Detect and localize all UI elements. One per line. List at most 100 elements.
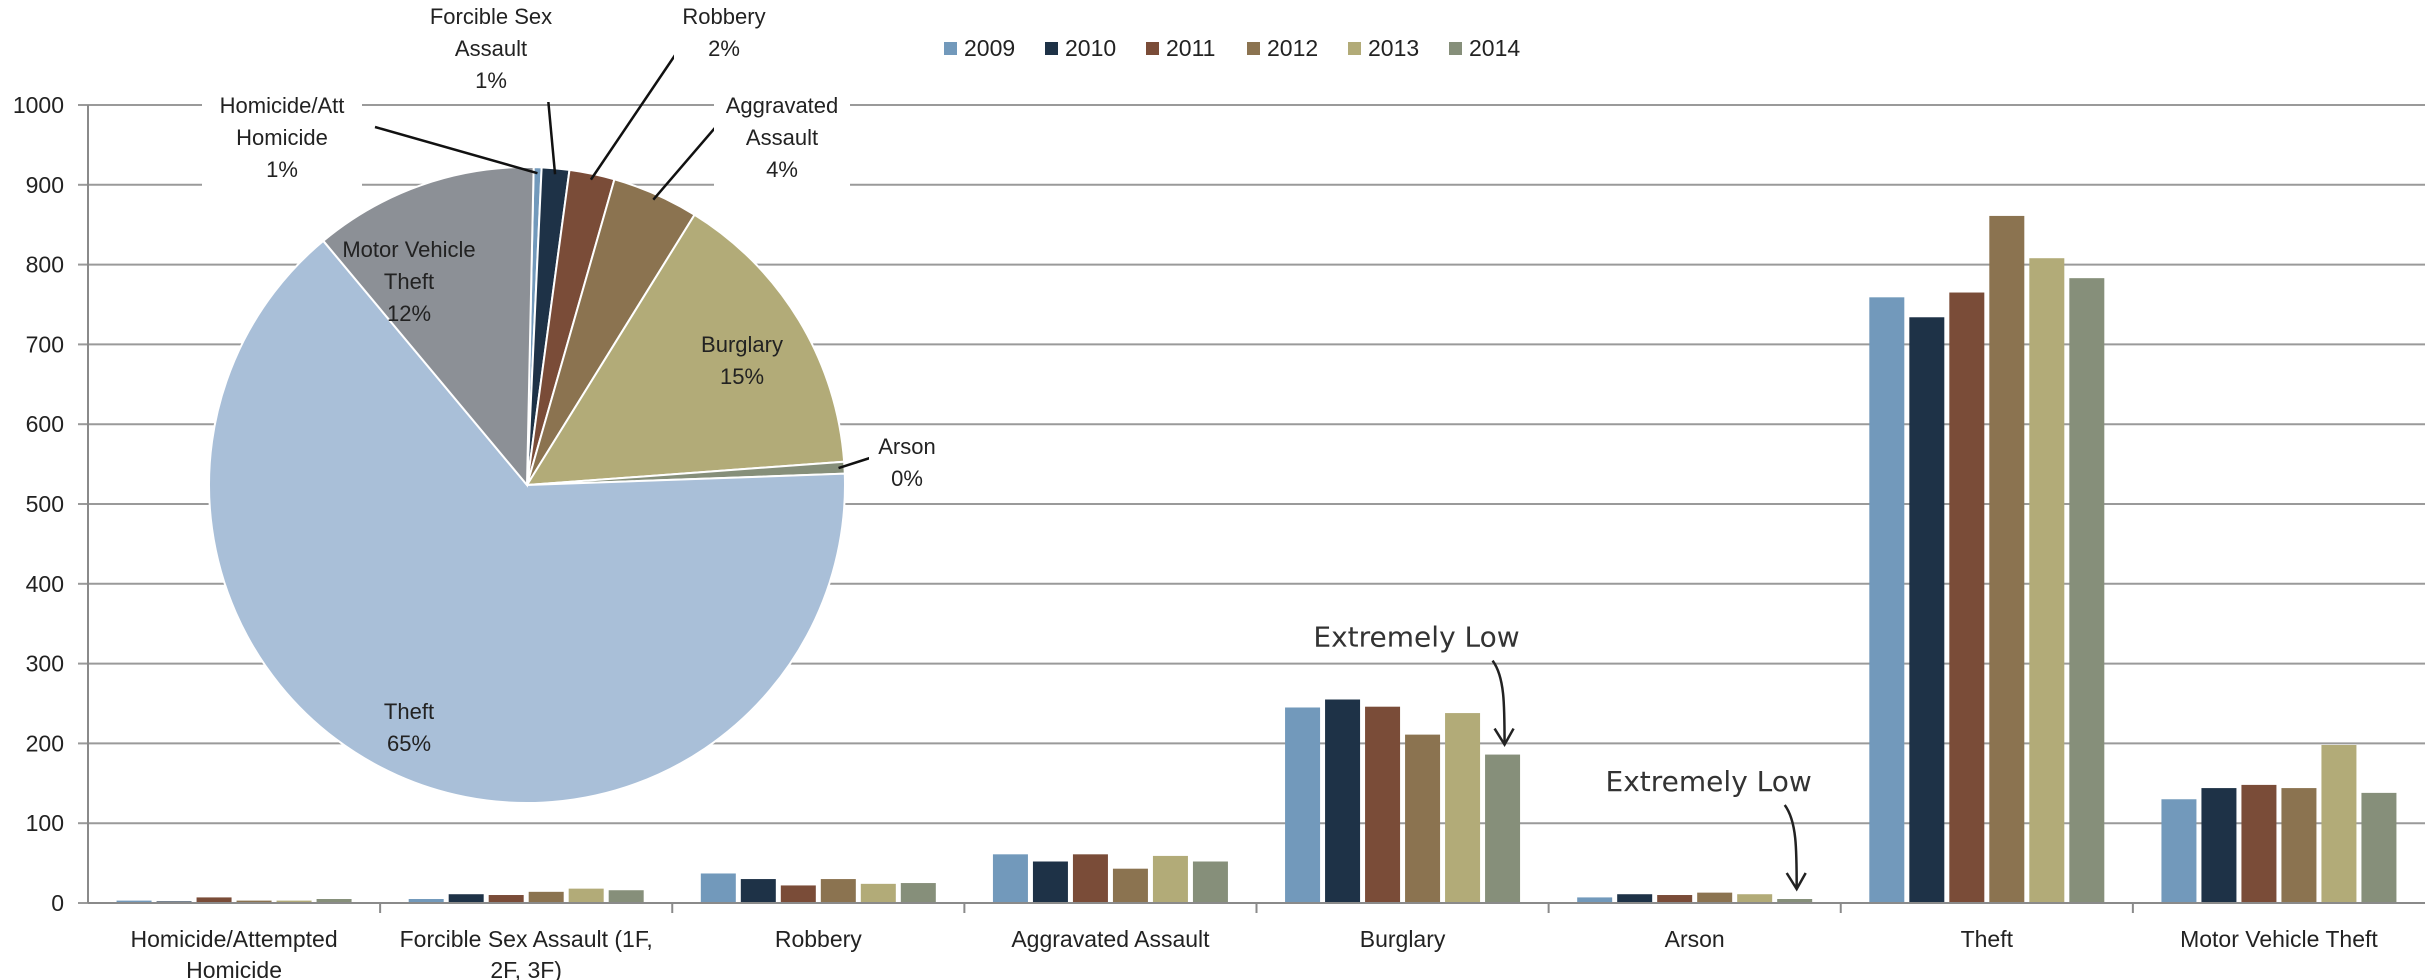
pie-label-background xyxy=(411,0,571,102)
bar-burglary-2010 xyxy=(1325,699,1361,903)
y-tick-label: 0 xyxy=(51,890,64,916)
pie-label-line: 15% xyxy=(720,364,764,389)
annotation-arrow xyxy=(1783,804,1798,890)
bar-motor-vehicle-theft-2013 xyxy=(2321,744,2357,903)
bar-homicide-attempted-homicide-2013 xyxy=(276,900,312,903)
bar-robbery-2012 xyxy=(820,879,856,903)
bar-burglary-2012 xyxy=(1405,734,1441,903)
pie-label-background xyxy=(869,428,945,500)
annotation-arrow xyxy=(1491,659,1506,745)
pie-label-arson: Arson 0% xyxy=(878,434,935,491)
bar-motor-vehicle-theft-2010 xyxy=(2201,788,2237,903)
bar-robbery-2010 xyxy=(740,879,776,903)
pie-label-line: Assault xyxy=(746,125,818,150)
pie-label-line: 1% xyxy=(475,68,507,93)
pie-leader-line xyxy=(546,97,557,175)
bar-theft-2011 xyxy=(1949,292,1985,903)
annotation-extremely-low: Extremely Low xyxy=(1313,621,1519,654)
bar-aggravated-assault-2014 xyxy=(1192,861,1228,903)
axes xyxy=(87,105,2425,913)
pie-label-line: Aggravated xyxy=(726,93,839,118)
pie-label-line: Homicide xyxy=(236,125,328,150)
pie-label-burglary: Burglary 15% xyxy=(701,332,783,389)
bar-theft-2009 xyxy=(1869,297,1905,903)
pie-label-line: Theft xyxy=(384,699,434,724)
bar-forcible-sex-assault-1f-2f-3f-2009 xyxy=(408,899,444,903)
annotation-arrowhead xyxy=(1785,872,1807,892)
bar-arson-2010 xyxy=(1617,894,1653,903)
y-tick-label: 200 xyxy=(26,730,64,756)
bar-burglary-2014 xyxy=(1485,754,1521,903)
bar-homicide-attempted-homicide-2014 xyxy=(316,899,352,903)
x-category-label-line: Aggravated Assault xyxy=(1011,926,1210,952)
legend-label: 2009 xyxy=(964,35,1015,61)
pie-labels: Homicide/Att Homicide 1% Forcible Sex Assaul… xyxy=(202,0,945,756)
bar-forcible-sex-assault-1f-2f-3f-2010 xyxy=(448,894,484,903)
legend: 2009 2010 2011 2012 2013 2014 xyxy=(944,35,1520,61)
legend-swatch-2011 xyxy=(1146,42,1159,55)
bar-robbery-2009 xyxy=(700,873,736,903)
bar-arson-2012 xyxy=(1697,892,1733,903)
y-axis-tick-labels: 0 100 200 300 400 500 600 700 800 900 1000 xyxy=(13,92,64,916)
y-tick-label: 1000 xyxy=(13,92,64,118)
legend-label: 2013 xyxy=(1368,35,1419,61)
pie-leader-line xyxy=(374,125,538,175)
y-tick-label: 800 xyxy=(26,252,64,278)
bar-motor-vehicle-theft-2014 xyxy=(2361,792,2397,903)
x-axis-category-labels: Homicide/Attempted Homicide Forcible Sex A… xyxy=(131,926,2379,980)
pie-label-homicide-att-homicide: Homicide/Att Homicide 1% xyxy=(220,93,345,182)
bar-series xyxy=(116,215,2397,903)
bar-arson-2013 xyxy=(1737,894,1773,903)
pie-label-line: Theft xyxy=(384,269,434,294)
bar-theft-2012 xyxy=(1989,215,2025,903)
annotation-extremely-low: Extremely Low xyxy=(1606,765,1812,798)
y-tick-label: 100 xyxy=(26,810,64,836)
pie-label-background xyxy=(674,0,774,70)
x-category-label-line: Motor Vehicle Theft xyxy=(2180,926,2378,952)
bar-forcible-sex-assault-1f-2f-3f-2012 xyxy=(528,891,564,903)
x-category-label: Homicide/Attempted Homicide xyxy=(131,926,338,980)
bar-forcible-sex-assault-1f-2f-3f-2013 xyxy=(568,888,604,903)
bar-forcible-sex-assault-1f-2f-3f-2011 xyxy=(488,895,524,903)
pie-label-forcible-sex-assault: Forcible Sex Assault 1% xyxy=(430,4,552,93)
bar-robbery-2014 xyxy=(900,883,936,903)
pie-label-background xyxy=(714,87,850,191)
x-category-label-line: Forcible Sex Assault (1F, xyxy=(400,926,653,952)
y-tick-label: 300 xyxy=(26,651,64,677)
bar-arson-2009 xyxy=(1577,897,1613,903)
pie-slice-theft xyxy=(208,239,846,804)
y-tick-label: 700 xyxy=(26,331,64,357)
x-category-label-line: 2F, 3F) xyxy=(490,957,562,980)
pie-leader-line xyxy=(838,455,874,470)
legend-swatch-2013 xyxy=(1348,42,1361,55)
y-tick-label: 900 xyxy=(26,172,64,198)
bar-motor-vehicle-theft-2009 xyxy=(2161,799,2197,903)
pie-label-line: Assault xyxy=(455,36,527,61)
pie-label-background xyxy=(202,87,362,191)
bar-aggravated-assault-2012 xyxy=(1112,868,1148,903)
bar-arson-2014 xyxy=(1777,899,1813,903)
pie-label-line: 12% xyxy=(387,301,431,326)
bar-aggravated-assault-2011 xyxy=(1072,854,1108,903)
pie-label-line: Motor Vehicle xyxy=(342,237,475,262)
legend-label: 2014 xyxy=(1469,35,1520,61)
bar-motor-vehicle-theft-2011 xyxy=(2241,784,2277,903)
x-category-label: Burglary xyxy=(1360,926,1446,952)
pie-label-line: Burglary xyxy=(701,332,783,357)
x-category-label: Aggravated Assault xyxy=(1011,926,1210,952)
y-tick-label: 600 xyxy=(26,411,64,437)
bar-robbery-2013 xyxy=(860,883,896,903)
y-tick-label: 400 xyxy=(26,571,64,597)
legend-label: 2012 xyxy=(1267,35,1318,61)
x-category-label-line: Arson xyxy=(1665,926,1725,952)
pie-label-motor-vehicle-theft: Motor Vehicle Theft 12% xyxy=(342,237,475,326)
x-category-label: Forcible Sex Assault (1F, 2F, 3F) xyxy=(400,926,653,980)
pie-label-line: Forcible Sex xyxy=(430,4,552,29)
bar-aggravated-assault-2010 xyxy=(1032,861,1068,903)
pie-label-line: Robbery xyxy=(682,4,765,29)
bar-theft-2010 xyxy=(1909,317,1945,903)
legend-swatch-2014 xyxy=(1449,42,1462,55)
bar-aggravated-assault-2013 xyxy=(1152,855,1188,903)
bar-homicide-attempted-homicide-2012 xyxy=(236,900,272,903)
pie-label-line: 0% xyxy=(891,466,923,491)
